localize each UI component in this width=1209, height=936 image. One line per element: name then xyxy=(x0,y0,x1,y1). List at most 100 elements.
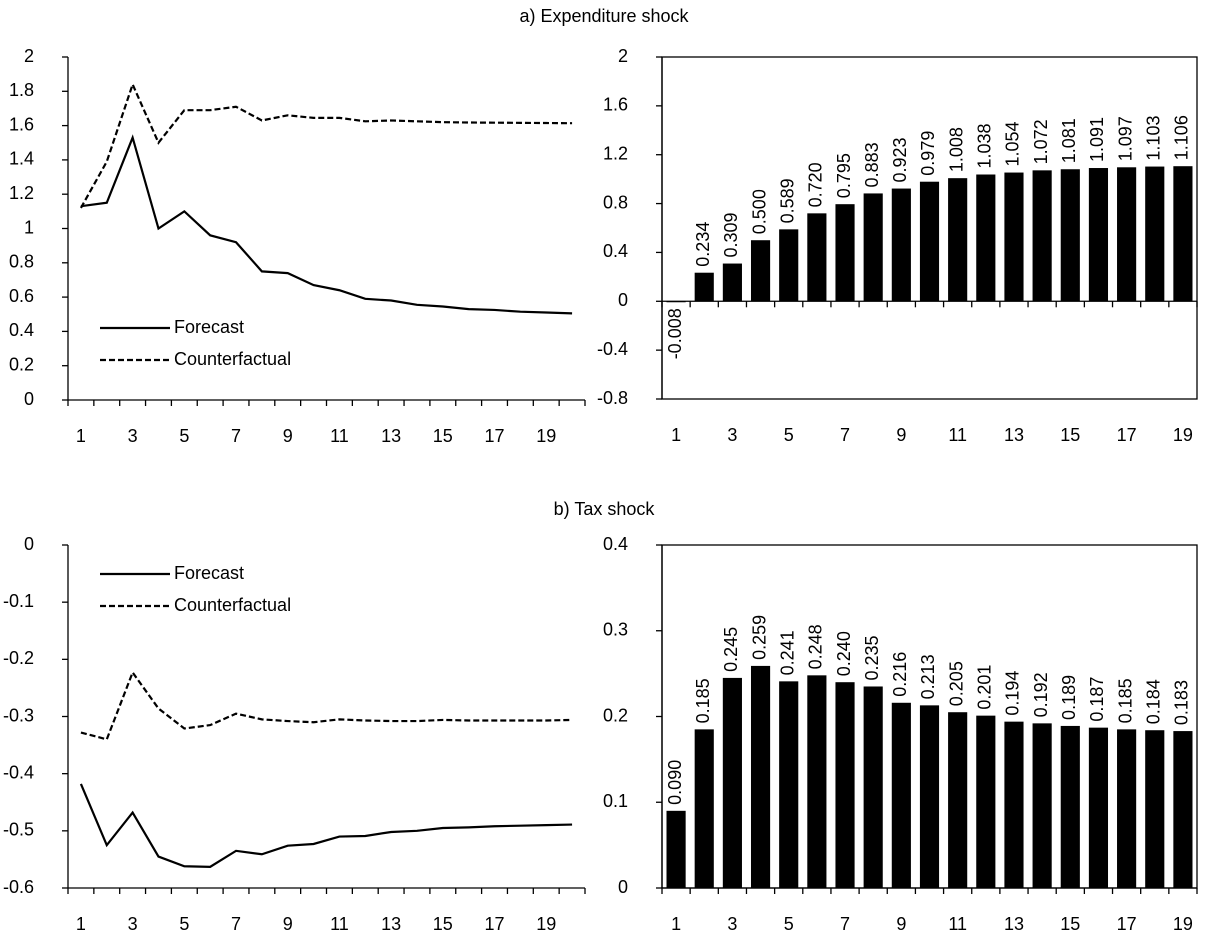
legend-label: Counterfactual xyxy=(174,349,291,369)
y-tick-label: 0.2 xyxy=(9,354,34,374)
x-tick-label: 3 xyxy=(727,914,737,934)
y-tick-label: 1.2 xyxy=(603,143,628,163)
series-line xyxy=(80,134,573,315)
bar xyxy=(1145,730,1165,888)
bar xyxy=(666,301,686,303)
legend-label: Counterfactual xyxy=(174,595,291,615)
value-label: 0.795 xyxy=(834,153,854,198)
y-tick-label: 0.1 xyxy=(603,791,628,811)
x-tick-label: 7 xyxy=(840,425,850,445)
x-tick-label: 1 xyxy=(671,914,681,934)
bar xyxy=(1117,167,1137,302)
x-tick-label: 15 xyxy=(433,914,453,934)
y-tick-label: 0.4 xyxy=(603,241,628,261)
bar xyxy=(694,272,714,302)
y-tick-label: -0.4 xyxy=(3,762,34,782)
value-label: 0.205 xyxy=(946,661,966,706)
y-tick-label: 2 xyxy=(24,46,34,66)
bar xyxy=(750,665,771,888)
value-label: 0.194 xyxy=(1003,671,1023,716)
x-tick-label: 3 xyxy=(727,425,737,445)
x-tick-label: 1 xyxy=(671,425,681,445)
bar xyxy=(948,712,968,888)
series-line xyxy=(79,81,573,209)
x-tick-label: 19 xyxy=(536,914,556,934)
bar xyxy=(919,181,940,302)
bar xyxy=(779,229,799,302)
value-label: 1.038 xyxy=(975,123,995,168)
x-tick-label: 11 xyxy=(330,914,349,934)
bar xyxy=(976,715,996,888)
value-label: 0.589 xyxy=(777,178,797,223)
value-label: 0.245 xyxy=(721,627,741,672)
y-tick-label: -0.1 xyxy=(3,591,34,611)
y-tick-label: -0.6 xyxy=(3,877,34,897)
legend-label: Forecast xyxy=(174,317,244,337)
bar xyxy=(1173,731,1193,888)
bar xyxy=(976,174,996,302)
bar xyxy=(1145,166,1165,302)
value-label: 0.248 xyxy=(806,624,826,669)
x-tick-label: 11 xyxy=(330,426,349,446)
y-tick-label: 1 xyxy=(24,217,34,237)
y-tick-label: 1.4 xyxy=(9,149,34,169)
value-label: 1.008 xyxy=(946,127,966,172)
x-tick-label: 15 xyxy=(433,426,453,446)
value-label: 1.081 xyxy=(1059,118,1079,163)
bar xyxy=(1173,166,1193,302)
bar xyxy=(1088,168,1109,302)
x-tick-label: 5 xyxy=(179,914,189,934)
y-tick-label: 1.6 xyxy=(603,95,628,115)
y-tick-label: 0.8 xyxy=(9,252,34,272)
value-label: 0.720 xyxy=(806,162,826,207)
bar xyxy=(1004,172,1024,302)
y-tick-label: 0.4 xyxy=(9,320,34,340)
x-tick-label: 13 xyxy=(1004,425,1024,445)
value-label: 0.183 xyxy=(1172,680,1192,725)
x-tick-label: 17 xyxy=(485,426,505,446)
y-tick-label: 0.6 xyxy=(9,286,34,306)
bar xyxy=(807,675,827,888)
x-tick-label: 7 xyxy=(840,914,850,934)
x-tick-label: 19 xyxy=(1173,425,1193,445)
y-tick-label: 0 xyxy=(618,290,628,310)
value-label: 1.091 xyxy=(1087,117,1107,162)
value-label: 1.103 xyxy=(1144,116,1164,161)
value-label: 0.500 xyxy=(749,189,769,234)
bar xyxy=(835,204,855,302)
value-label: 0.216 xyxy=(890,652,910,697)
bar xyxy=(722,677,742,888)
bar xyxy=(891,188,911,302)
bar xyxy=(863,193,883,302)
x-tick-label: 3 xyxy=(128,914,138,934)
x-tick-label: 19 xyxy=(1173,914,1193,934)
y-tick-label: -0.2 xyxy=(3,648,34,668)
y-tick-label: 1.2 xyxy=(9,183,34,203)
value-label: 0.234 xyxy=(693,222,713,267)
value-label: 0.185 xyxy=(1115,678,1135,723)
x-tick-label: 13 xyxy=(381,914,401,934)
x-tick-label: 9 xyxy=(283,914,293,934)
bar xyxy=(1060,725,1080,888)
x-tick-label: 15 xyxy=(1060,425,1080,445)
x-tick-label: 3 xyxy=(128,426,138,446)
bar xyxy=(807,213,827,302)
bar xyxy=(1060,169,1080,302)
y-tick-label: 1.6 xyxy=(9,114,34,134)
y-tick-label: 0 xyxy=(24,389,34,409)
x-tick-label: 17 xyxy=(485,914,505,934)
y-tick-label: -0.4 xyxy=(597,339,628,359)
value-label: 0.259 xyxy=(749,615,769,660)
bar xyxy=(919,705,940,888)
bar xyxy=(1032,723,1052,888)
value-label: 0.240 xyxy=(834,631,854,676)
y-tick-label: 0.8 xyxy=(603,192,628,212)
value-label: 0.979 xyxy=(918,131,938,176)
x-tick-label: 1 xyxy=(76,426,86,446)
value-label: 0.090 xyxy=(665,760,685,805)
x-tick-label: 11 xyxy=(948,914,967,934)
bar xyxy=(779,681,799,888)
x-tick-label: 5 xyxy=(784,425,794,445)
value-label: 0.213 xyxy=(918,654,938,699)
